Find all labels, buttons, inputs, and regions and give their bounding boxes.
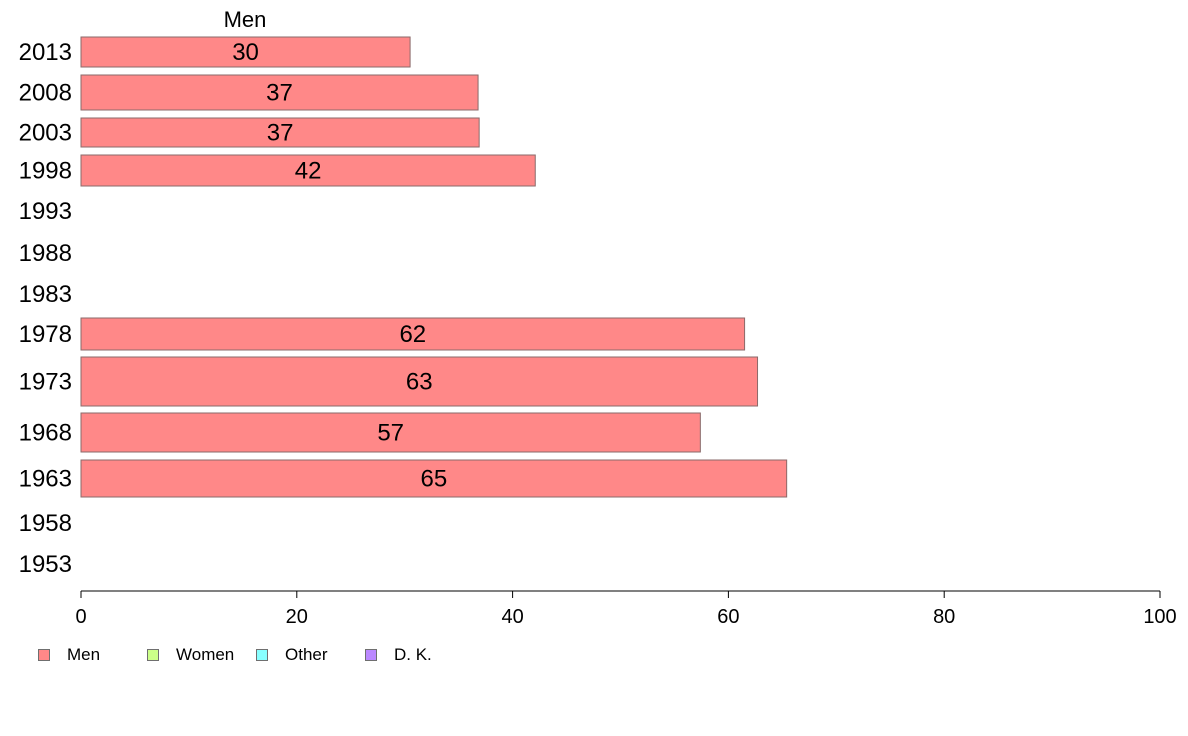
bar-2008 xyxy=(80,74,479,111)
data-label-1968: 57 xyxy=(377,420,404,447)
category-label-2003: 2003 xyxy=(19,120,72,147)
legend-swatch xyxy=(147,649,159,661)
legend-label: Other xyxy=(285,645,328,664)
data-label-2003: 37 xyxy=(267,120,294,147)
legend-item-men: Men xyxy=(38,645,147,665)
category-label-1988: 1988 xyxy=(19,240,72,267)
category-label-1993: 1993 xyxy=(19,198,72,225)
bar-1963 xyxy=(80,459,788,498)
legend-label: Men xyxy=(67,645,101,664)
x-tick-label-80: 80 xyxy=(933,606,955,628)
data-label-1998: 42 xyxy=(295,158,322,185)
data-label-2013: 30 xyxy=(232,39,259,66)
category-label-1983: 1983 xyxy=(19,281,72,308)
legend-label: D. K. xyxy=(394,645,432,664)
legend-item-d-k: D. K. xyxy=(365,645,432,665)
category-label-2013: 2013 xyxy=(19,39,72,66)
legend-item-other: Other xyxy=(256,645,365,665)
bar-1973 xyxy=(80,356,759,407)
category-label-1958: 1958 xyxy=(19,510,72,537)
x-axis: 0 20 40 60 80 100 xyxy=(75,590,1177,628)
x-tick-label-0: 0 xyxy=(75,606,86,628)
bar-2013 xyxy=(80,36,411,68)
x-tick-label-60: 60 xyxy=(717,606,739,628)
bar-1978 xyxy=(80,317,746,351)
category-label-1953: 1953 xyxy=(19,551,72,578)
x-tick-label-100: 100 xyxy=(1143,606,1176,628)
bar-2003 xyxy=(80,117,480,148)
series-header: Men xyxy=(224,7,267,32)
x-tick-label-20: 20 xyxy=(286,606,308,628)
x-tick-label-40: 40 xyxy=(501,606,523,628)
data-label-1978: 62 xyxy=(399,321,426,348)
legend-label: Women xyxy=(176,645,235,664)
legend-swatch xyxy=(38,649,50,661)
data-label-2008: 37 xyxy=(266,80,293,107)
bar-1968 xyxy=(80,412,701,453)
category-label-1973: 1973 xyxy=(19,369,72,396)
legend-item-women: Women xyxy=(147,645,256,665)
category-label-2008: 2008 xyxy=(19,80,72,107)
category-labels: 2013 2008 2003 1998 1993 1988 1983 1978 1973 1968… xyxy=(19,39,72,578)
legend-swatch xyxy=(256,649,268,661)
legend-swatch xyxy=(365,649,377,661)
legend: Men Women Other D. K. xyxy=(38,645,432,665)
category-label-1963: 1963 xyxy=(19,466,72,493)
category-label-1968: 1968 xyxy=(19,420,72,447)
category-label-1998: 1998 xyxy=(19,158,72,185)
bar-1998 xyxy=(80,154,536,187)
data-label-1973: 63 xyxy=(406,369,433,396)
category-label-1978: 1978 xyxy=(19,321,72,348)
data-label-1963: 65 xyxy=(420,466,447,493)
